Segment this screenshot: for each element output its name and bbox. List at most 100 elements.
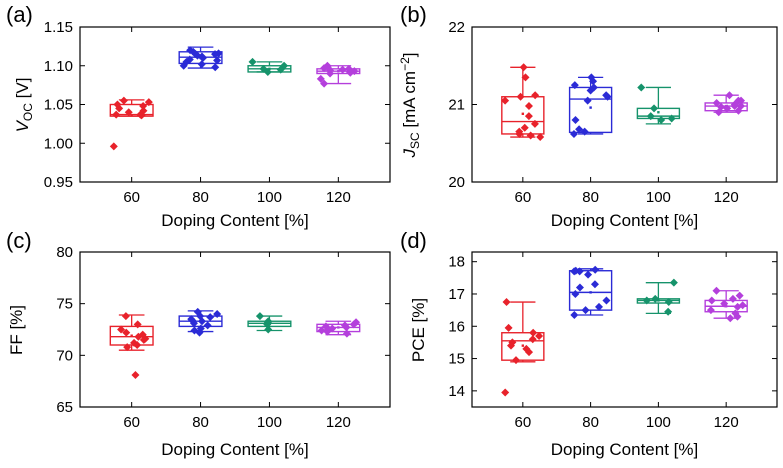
- data-point: [133, 341, 142, 349]
- y-tick-label: 16: [448, 318, 465, 335]
- box-mean: [130, 114, 133, 117]
- data-point: [188, 316, 197, 325]
- box-60: [109, 96, 154, 151]
- x-tick-label: 120: [714, 414, 739, 431]
- data-point: [657, 116, 666, 124]
- data-point: [197, 317, 206, 326]
- y-tick-label: 65: [56, 399, 73, 416]
- panel-label: (d): [400, 228, 427, 253]
- data-point: [602, 91, 611, 100]
- data-point: [524, 102, 533, 111]
- data-point: [583, 96, 592, 105]
- data-point: [530, 119, 539, 128]
- data-point: [525, 348, 534, 357]
- box-mean: [268, 67, 271, 71]
- box-mean: [337, 326, 340, 329]
- data-point: [720, 299, 729, 308]
- plot-frame: [471, 251, 778, 408]
- box-iqr: [501, 332, 545, 361]
- data-point: [736, 102, 745, 111]
- data-point: [590, 280, 599, 289]
- data-point: [186, 46, 195, 55]
- data-point: [591, 265, 600, 274]
- box-mean: [724, 305, 728, 308]
- data-point: [521, 73, 530, 82]
- panel-label: (c): [6, 228, 32, 253]
- box-mean: [521, 112, 525, 115]
- data-point: [117, 325, 126, 334]
- box-100: [636, 83, 681, 125]
- data-point: [529, 328, 538, 337]
- data-point: [735, 291, 744, 300]
- y-axis-title: VOC [V]: [13, 78, 35, 133]
- y-tick-label: 17: [448, 286, 465, 303]
- y-tick-label: 1.15: [44, 19, 73, 36]
- data-point: [524, 112, 533, 121]
- data-point: [728, 294, 737, 303]
- box-120: [704, 91, 748, 117]
- x-tick-label: 60: [123, 189, 140, 206]
- data-point: [717, 102, 726, 111]
- data-point: [602, 296, 611, 305]
- box-iqr: [636, 107, 681, 120]
- data-point: [193, 51, 202, 60]
- data-point: [211, 63, 220, 72]
- data-point: [520, 123, 529, 132]
- box-80: [568, 265, 613, 319]
- panel-label: (b): [400, 2, 427, 27]
- data-point: [504, 323, 513, 332]
- data-point: [323, 327, 332, 336]
- data-point: [570, 81, 579, 90]
- data-point: [664, 307, 673, 316]
- data-point: [501, 96, 510, 105]
- y-tick-label: 1.00: [44, 135, 73, 152]
- x-tick-label: 100: [646, 414, 671, 431]
- box-120: [316, 61, 361, 88]
- data-point: [664, 298, 673, 307]
- data-point: [575, 125, 584, 134]
- data-point: [519, 63, 528, 72]
- x-tick-label: 80: [582, 189, 599, 206]
- data-point: [511, 356, 520, 365]
- data-point: [320, 79, 329, 88]
- data-point: [646, 112, 655, 121]
- y-tick-label: 15: [448, 351, 465, 368]
- data-point: [726, 314, 735, 323]
- data-point: [502, 298, 511, 307]
- box-mean: [589, 106, 592, 109]
- data-point: [570, 310, 579, 319]
- box-100: [636, 278, 681, 316]
- data-point: [213, 56, 222, 65]
- x-tick-label: 100: [646, 189, 671, 206]
- data-point: [526, 131, 535, 140]
- data-point: [112, 110, 121, 119]
- data-point: [738, 301, 747, 310]
- data-point: [133, 320, 142, 329]
- data-point: [211, 50, 220, 59]
- box-80: [178, 46, 223, 72]
- y-tick-label: 80: [56, 244, 73, 261]
- box-mean: [589, 291, 592, 294]
- panel-label: (a): [6, 2, 33, 27]
- data-point: [122, 328, 131, 337]
- data-point: [569, 129, 578, 138]
- data-point: [195, 328, 204, 337]
- y-tick-label: 21: [448, 97, 465, 114]
- box-iqr: [568, 270, 613, 311]
- x-axis-title: Doping Content [%]: [551, 440, 698, 459]
- data-point: [642, 296, 651, 305]
- data-point: [669, 278, 678, 287]
- data-point: [213, 310, 222, 318]
- data-point: [570, 267, 579, 276]
- data-point: [123, 343, 132, 352]
- data-point: [501, 388, 510, 397]
- data-point: [667, 114, 676, 123]
- data-point: [515, 129, 524, 138]
- y-axis-title: PCE [%]: [409, 298, 428, 362]
- data-point: [589, 77, 598, 86]
- data-point: [516, 92, 525, 101]
- data-point: [584, 270, 593, 279]
- data-point: [712, 286, 721, 295]
- data-point: [531, 91, 540, 100]
